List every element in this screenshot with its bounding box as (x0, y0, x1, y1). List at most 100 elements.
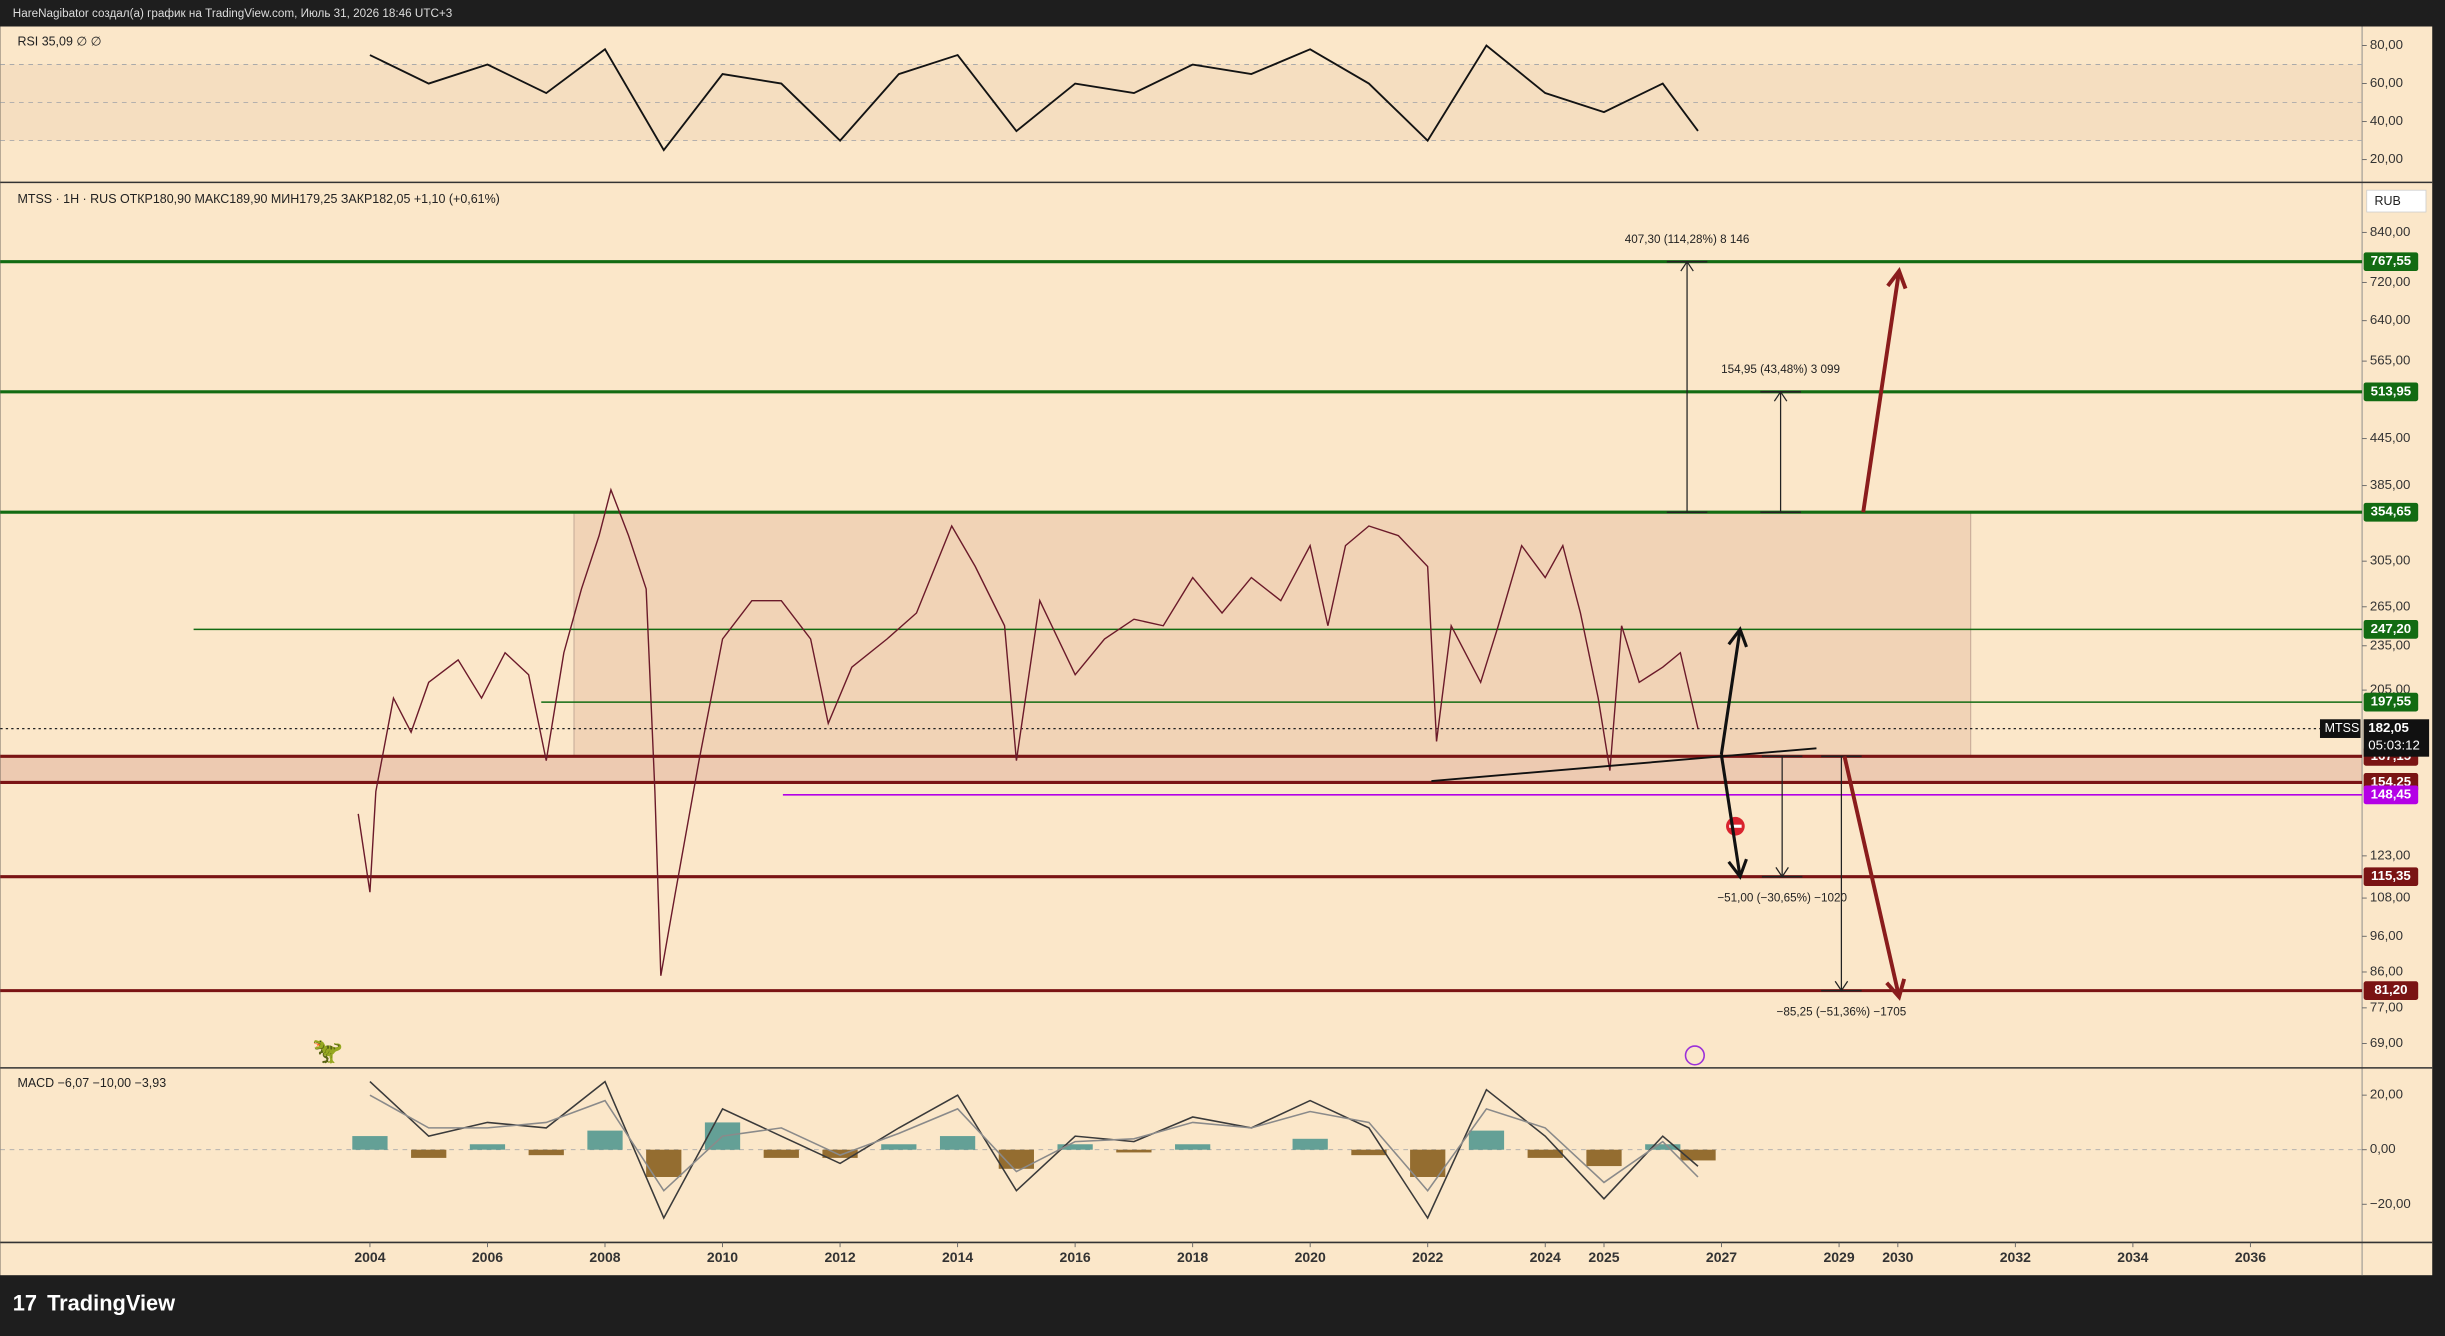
currency: RUB (2375, 194, 2401, 208)
event-icon[interactable] (1684, 1045, 1705, 1066)
x-tick-label: 2029 (1823, 1249, 1854, 1265)
currency-box[interactable] (2366, 189, 2427, 213)
symbol: MTSS (2325, 721, 2360, 735)
x-tick-label: 2010 (707, 1249, 738, 1265)
measure-head (1834, 980, 1849, 992)
histogram-bar (469, 1144, 506, 1150)
dino-icon: 🦖 (312, 1037, 343, 1065)
x-tick-label: 2034 (2117, 1249, 2148, 1265)
x-tick-label: 2025 (1588, 1249, 1619, 1265)
y-tick-label: 60,00 (2370, 75, 2403, 90)
measure-head (1680, 260, 1694, 272)
x-tick-label: 2016 (1060, 1249, 1091, 1265)
y-tick-label: 80,00 (2370, 37, 2403, 52)
y-tick-label: 96,00 (2370, 928, 2403, 943)
rsi-line (369, 44, 1699, 152)
countdown: 05:03:12 (2368, 737, 2420, 752)
histogram-bar (1351, 1149, 1387, 1156)
level-label: 197,55 (2371, 694, 2412, 709)
measure-label: −51,00 (−30,65%) −1020 (1717, 892, 1847, 905)
current-tag (2363, 719, 2430, 757)
level-label: 81,20 (2374, 982, 2407, 997)
histogram-bar (528, 1149, 564, 1156)
y-tick-label: 108,00 (2370, 890, 2411, 905)
x-tick-label: 2012 (824, 1249, 855, 1265)
level-tag (2363, 867, 2419, 887)
measure-label: −85,25 (−51,36%) −1705 (1777, 1006, 1907, 1019)
current-price: 182,05 (2368, 720, 2409, 735)
histogram-bar (1175, 1144, 1211, 1150)
level-tag (2363, 382, 2419, 402)
scenario-arrow (1719, 629, 1742, 755)
macd-legend: MACD −6,07 −10,00 −3,93 (17, 1076, 166, 1090)
level-tag (2363, 785, 2419, 805)
logo[interactable]: TradingView (47, 1291, 176, 1316)
histogram-bar (822, 1149, 858, 1158)
y-tick-label: 565,00 (2370, 353, 2411, 368)
histogram-bar (1468, 1130, 1505, 1150)
level-label: 767,55 (2371, 253, 2412, 268)
level-tag (2363, 620, 2419, 639)
y-tick-label: 20,00 (2370, 151, 2403, 166)
histogram-bar (1645, 1144, 1681, 1150)
measure-label: 407,30 (114,28%) 8 146 (1625, 233, 1750, 246)
scenario-arrow (1861, 270, 1902, 513)
level-tag (2363, 502, 2419, 522)
histogram-bar (1586, 1149, 1622, 1167)
scenario-arrow-head (1886, 267, 1908, 290)
y-tick-label: 265,00 (2370, 598, 2411, 613)
logo-mark: 17 (13, 1291, 37, 1316)
level-label: 247,20 (2371, 621, 2412, 636)
y-tick-label: 77,00 (2370, 999, 2403, 1014)
level-label: 148,45 (2371, 786, 2412, 801)
histogram-bar (1410, 1149, 1446, 1177)
histogram-bar (881, 1144, 917, 1150)
level-label: 354,65 (2371, 504, 2412, 519)
y-tick-label: 720,00 (2370, 274, 2411, 289)
histogram-bar (998, 1149, 1034, 1169)
x-tick-label: 2022 (1412, 1249, 1443, 1265)
x-tick-label: 2014 (942, 1249, 973, 1265)
scenario-arrow-head (1885, 978, 1907, 1001)
support-zone (0, 756, 2363, 783)
histogram-bar (763, 1149, 799, 1158)
x-tick-label: 2020 (1295, 1249, 1326, 1265)
level-tag (2363, 692, 2419, 712)
histogram-bar (352, 1136, 388, 1150)
y-tick-label: 305,00 (2370, 553, 2411, 568)
measure-label: 154,95 (43,48%) 3 099 (1721, 363, 1840, 376)
price-line (357, 487, 1699, 976)
y-tick-label: 40,00 (2370, 113, 2403, 128)
histogram-bar (587, 1130, 623, 1150)
scenario-arrow (1842, 755, 1901, 998)
level-tag (2363, 252, 2419, 272)
x-tick-label: 2006 (472, 1249, 503, 1265)
y-tick-label: 69,00 (2370, 1035, 2403, 1050)
x-tick-label: 2004 (354, 1249, 385, 1265)
x-tick-label: 2008 (589, 1249, 620, 1265)
y-tick-label: 640,00 (2370, 312, 2411, 327)
x-tick-label: 2027 (1706, 1249, 1737, 1265)
level-label: 115,35 (2371, 868, 2411, 883)
histogram-bar (1680, 1149, 1716, 1161)
level-label: 513,95 (2371, 383, 2412, 398)
y-tick-label: −20,00 (2370, 1196, 2411, 1211)
x-tick-label: 2018 (1177, 1249, 1208, 1265)
y-tick-label: 235,00 (2370, 637, 2411, 652)
histogram-bar (411, 1149, 447, 1158)
macd-line (369, 1080, 1699, 1220)
y-tick-label: 86,00 (2370, 963, 2403, 978)
price-legend: MTSS · 1Н · RUS ОТКР180,90 МАКС189,90 МИ… (17, 192, 499, 206)
trend-line (1431, 747, 1817, 782)
y-tick-label: 123,00 (2370, 847, 2411, 862)
histogram-bar (939, 1136, 976, 1150)
x-tick-label: 2030 (1882, 1249, 1913, 1265)
x-tick-label: 2036 (2235, 1249, 2266, 1265)
range-zone (573, 511, 1972, 757)
x-tick-label: 2032 (2000, 1249, 2031, 1265)
histogram-bar (1527, 1149, 1563, 1158)
histogram-bar (1057, 1144, 1093, 1150)
level-tag (2363, 981, 2419, 1000)
